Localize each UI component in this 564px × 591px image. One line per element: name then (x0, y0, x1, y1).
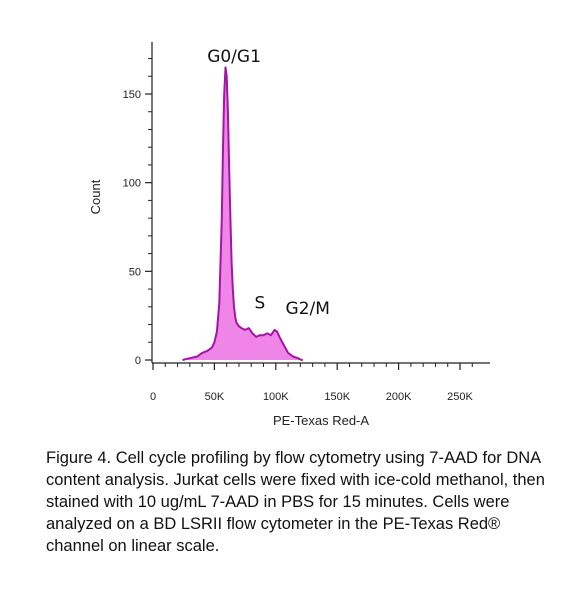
y-tick-label: 0 (135, 355, 141, 367)
phase-annotation: G0/G1 (207, 47, 261, 67)
x-tick-label: 50K (205, 391, 225, 403)
tick-labels: 0 50 100 150 0 50K 100K 150K 200K 250K (123, 89, 474, 403)
x-tick-label: 250K (447, 391, 473, 403)
tick-marks (145, 58, 473, 370)
histogram-outline (182, 66, 303, 361)
histogram-chart: 0 50 100 150 0 50K 100K 150K 200K 250K PE-Texas R… (88, 42, 490, 428)
y-axis-title: Count (88, 179, 103, 214)
x-tick-label: 100K (263, 391, 289, 403)
figure-caption: Figure 4. Cell cycle profiling by flow c… (46, 449, 545, 555)
y-tick-label: 50 (129, 266, 141, 278)
axes (151, 42, 490, 364)
annotations: G0/G1 S G2/M (207, 47, 330, 319)
x-tick-label: 0 (150, 391, 156, 403)
x-tick-label: 200K (386, 391, 412, 403)
phase-annotation: S (254, 294, 265, 314)
histogram-area-layer (182, 66, 303, 361)
y-tick-label: 150 (123, 89, 141, 101)
x-axis-title: PE-Texas Red-A (273, 413, 369, 428)
y-tick-label: 100 (123, 178, 141, 190)
x-tick-label: 150K (324, 391, 350, 403)
phase-annotation: G2/M (286, 299, 330, 319)
